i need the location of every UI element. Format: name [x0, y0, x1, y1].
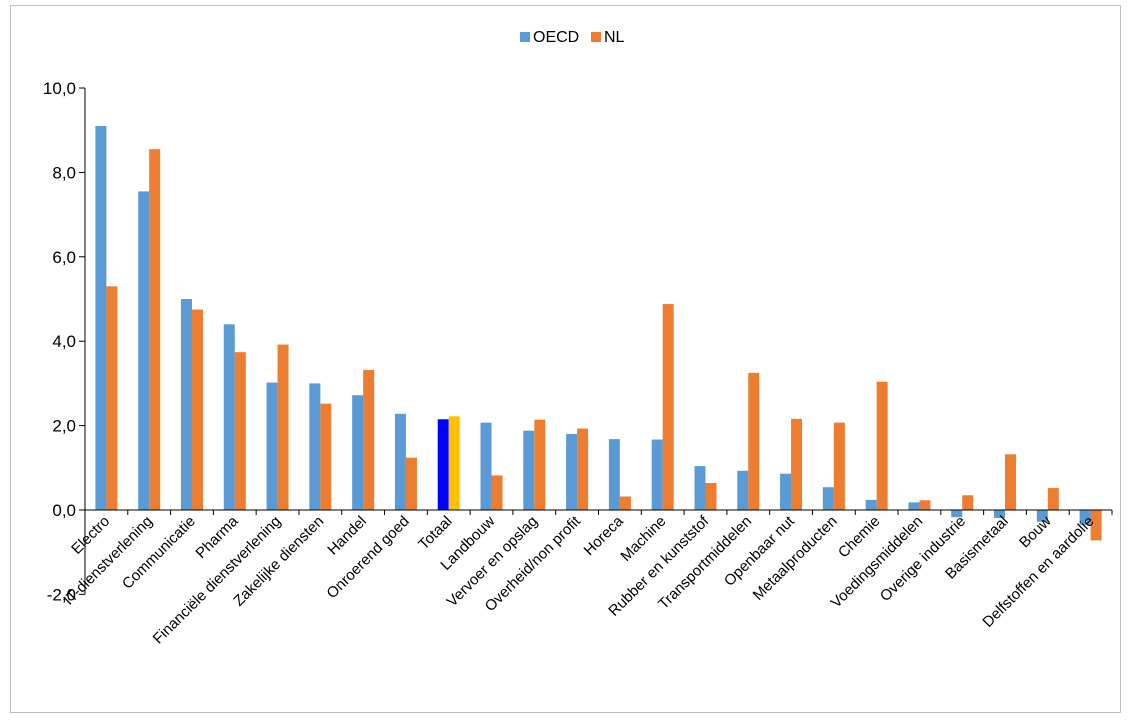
- bar-nl: [534, 419, 546, 510]
- bar-oecd: [394, 413, 406, 510]
- bar-nl: [577, 428, 589, 510]
- bar-oecd: [608, 439, 620, 510]
- bars: [95, 125, 1102, 541]
- bar-oecd: [865, 499, 877, 510]
- bar-oecd: [651, 439, 663, 510]
- legend-label-oecd: OECD: [533, 29, 579, 46]
- bar-oecd: [566, 434, 578, 510]
- bar-oecd: [223, 324, 235, 510]
- bar-oecd: [437, 419, 449, 510]
- bar-nl: [962, 495, 974, 510]
- y-tick-label: 6,0: [52, 248, 76, 267]
- bar-oecd: [480, 422, 492, 510]
- bar-nl: [1047, 488, 1059, 510]
- bar-oecd: [1079, 510, 1091, 525]
- bar-oecd: [138, 191, 150, 510]
- bar-oecd: [951, 510, 963, 518]
- bar-oecd: [694, 466, 706, 510]
- bar-nl: [277, 344, 289, 510]
- bar-nl: [363, 369, 375, 510]
- bar-oecd: [523, 430, 535, 510]
- y-tick-label: 2,0: [52, 417, 76, 436]
- y-axis: -2,0 0,0 2,0 4,0 6,0 8,0 10,0: [43, 79, 86, 604]
- bar-oecd: [737, 470, 749, 510]
- y-tick-label: 4,0: [52, 332, 76, 351]
- y-tick-label: 8,0: [52, 163, 76, 182]
- bar-nl: [662, 304, 674, 510]
- bar-nl: [791, 418, 803, 510]
- legend-swatch-oecd: [520, 32, 530, 42]
- bar-nl: [748, 372, 760, 510]
- bar-nl: [448, 416, 460, 510]
- legend-label-nl: NL: [604, 29, 625, 46]
- bar-oecd: [908, 502, 920, 510]
- bar-nl: [491, 475, 503, 510]
- legend: OECD NL: [520, 29, 625, 46]
- bar-nl: [833, 422, 845, 510]
- bar-nl: [234, 352, 246, 510]
- bar-oecd: [352, 395, 364, 510]
- bar-oecd: [309, 383, 321, 510]
- x-axis-labels: ElectroIT-dienstverleningCommunicatiePha…: [60, 512, 1097, 647]
- x-axis: [84, 509, 1113, 515]
- bar-nl: [876, 381, 888, 510]
- bar-oecd: [180, 299, 192, 510]
- bar-nl: [919, 500, 931, 510]
- x-category-label: Totaal: [415, 513, 455, 553]
- bar-oecd: [1036, 510, 1048, 522]
- bar-nl: [405, 457, 417, 510]
- y-tick-label: 10,0: [43, 79, 76, 98]
- bar-nl: [106, 286, 118, 510]
- bar-nl: [705, 482, 717, 510]
- bar-nl: [1090, 510, 1102, 541]
- bar-oecd: [95, 125, 107, 510]
- bar-nl: [149, 149, 161, 510]
- bar-oecd: [266, 382, 278, 510]
- y-tick-label: 0,0: [52, 501, 76, 520]
- bar-nl: [191, 309, 203, 510]
- x-category-label: Bouw: [1016, 513, 1055, 552]
- y-tick-label: -2,0: [47, 585, 76, 604]
- bar-oecd: [780, 473, 792, 510]
- bar-nl: [619, 496, 631, 510]
- bar-nl: [320, 403, 332, 510]
- bar-oecd: [822, 487, 834, 510]
- bar-nl: [1005, 454, 1017, 510]
- legend-swatch-nl: [591, 32, 601, 42]
- bar-oecd: [994, 510, 1006, 519]
